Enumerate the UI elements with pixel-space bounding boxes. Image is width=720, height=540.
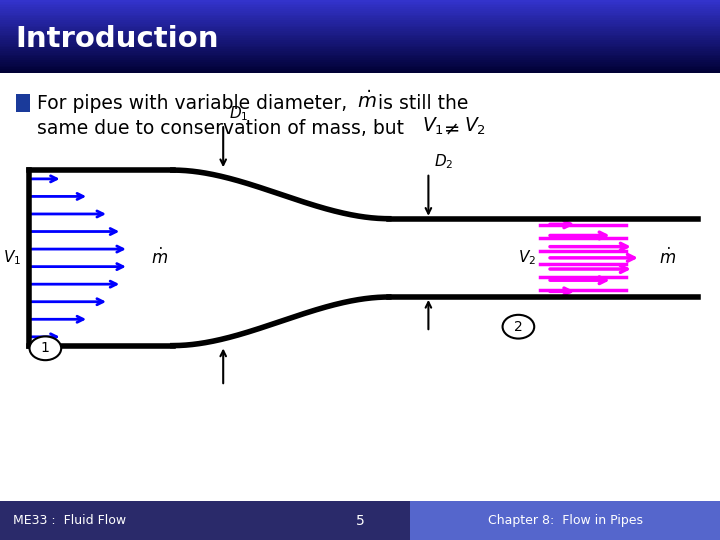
Bar: [0, 29, 720, 31]
Bar: [0, 53, 720, 55]
Bar: [0, 2, 720, 4]
Bar: [0, 37, 720, 38]
Text: $D_2$: $D_2$: [434, 152, 454, 171]
Bar: [0, 48, 720, 49]
Bar: [0, 68, 720, 69]
Bar: [0, 33, 720, 35]
Bar: [0, 5, 720, 7]
Bar: [0, 44, 720, 45]
Bar: [0, 35, 720, 36]
Text: 5: 5: [356, 514, 364, 528]
Bar: [16, 94, 30, 112]
Bar: [0, 501, 410, 540]
Bar: [0, 13, 720, 15]
Text: $D_1$: $D_1$: [229, 104, 248, 123]
Bar: [0, 71, 720, 73]
Bar: [0, 42, 720, 44]
Text: same due to conservation of mass, but: same due to conservation of mass, but: [37, 119, 405, 138]
Circle shape: [503, 315, 534, 339]
Bar: [0, 45, 720, 48]
Bar: [0, 65, 720, 68]
Bar: [0, 38, 720, 40]
Bar: [0, 69, 720, 71]
Circle shape: [30, 336, 61, 360]
Text: $V_1$: $V_1$: [422, 116, 444, 137]
Text: 1: 1: [41, 341, 50, 355]
Bar: [0, 24, 720, 25]
Bar: [410, 501, 720, 540]
Bar: [0, 58, 720, 60]
Text: $\dot{m}$: $\dot{m}$: [659, 248, 676, 268]
Bar: [0, 16, 720, 18]
Text: is still the: is still the: [378, 94, 469, 113]
Text: $V_1$: $V_1$: [4, 248, 22, 267]
Text: Introduction: Introduction: [16, 25, 220, 53]
Text: For pipes with variable diameter,: For pipes with variable diameter,: [37, 94, 348, 113]
Bar: [0, 22, 720, 24]
Bar: [0, 55, 720, 57]
Bar: [0, 25, 720, 28]
Text: 2: 2: [514, 320, 523, 334]
Text: Chapter 8:  Flow in Pipes: Chapter 8: Flow in Pipes: [487, 514, 643, 527]
Text: $\dot{m}$: $\dot{m}$: [151, 248, 168, 268]
Bar: [0, 15, 720, 16]
Text: ME33 :  Fluid Flow: ME33 : Fluid Flow: [13, 514, 126, 527]
Text: ≠: ≠: [444, 119, 461, 138]
Bar: [0, 60, 720, 62]
Bar: [0, 7, 720, 9]
Bar: [0, 18, 720, 20]
Bar: [0, 11, 720, 13]
Bar: [0, 49, 720, 51]
Bar: [0, 9, 720, 11]
Bar: [0, 57, 720, 58]
Text: $\dot{m}$: $\dot{m}$: [357, 91, 377, 112]
Bar: [0, 62, 720, 64]
Bar: [0, 28, 720, 29]
Bar: [0, 20, 720, 22]
Bar: [0, 4, 720, 5]
Bar: [0, 51, 720, 53]
Bar: [0, 0, 720, 2]
Bar: [0, 64, 720, 65]
Text: $V_2$: $V_2$: [518, 248, 536, 267]
Bar: [0, 40, 720, 42]
Bar: [0, 31, 720, 33]
Text: $V_2$: $V_2$: [464, 116, 485, 137]
